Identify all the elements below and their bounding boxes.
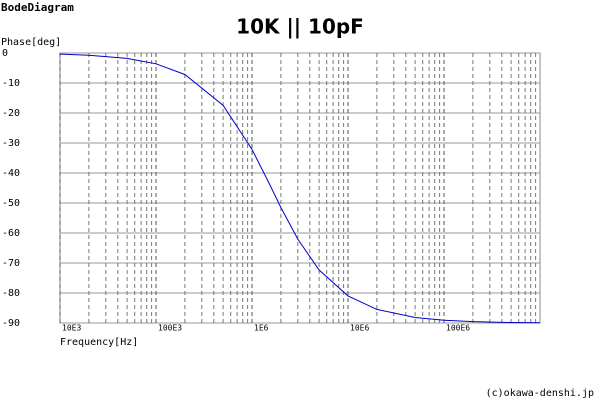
y-tick-label: -40 <box>2 168 20 179</box>
y-tick-label: -80 <box>2 288 20 299</box>
y-tick-label: -60 <box>2 228 20 239</box>
y-tick-label: -20 <box>2 108 20 119</box>
x-tick-label: 1E6 <box>254 324 269 333</box>
x-tick-label: 100E3 <box>158 324 182 333</box>
plot-area <box>59 52 541 324</box>
y-tick-label: -50 <box>2 198 20 209</box>
x-tick-label: 10E3 <box>62 324 81 333</box>
data-line <box>59 53 541 324</box>
y-axis-label: Phase[deg] <box>1 37 61 48</box>
y-tick-label: -30 <box>2 138 20 149</box>
y-tick-label: -70 <box>2 258 20 269</box>
y-tick-label: -10 <box>2 78 20 89</box>
x-tick-label: 100E6 <box>446 324 470 333</box>
y-tick-label: 0 <box>2 48 8 59</box>
chart-title: 10K || 10pF <box>236 15 364 39</box>
x-tick-label: 10E6 <box>350 324 369 333</box>
y-tick-label: -90 <box>2 318 20 329</box>
credit: (c)okawa-denshi.jp <box>486 388 594 399</box>
x-axis-label: Frequency[Hz] <box>60 337 138 348</box>
app-title: BodeDiagram <box>1 1 74 14</box>
